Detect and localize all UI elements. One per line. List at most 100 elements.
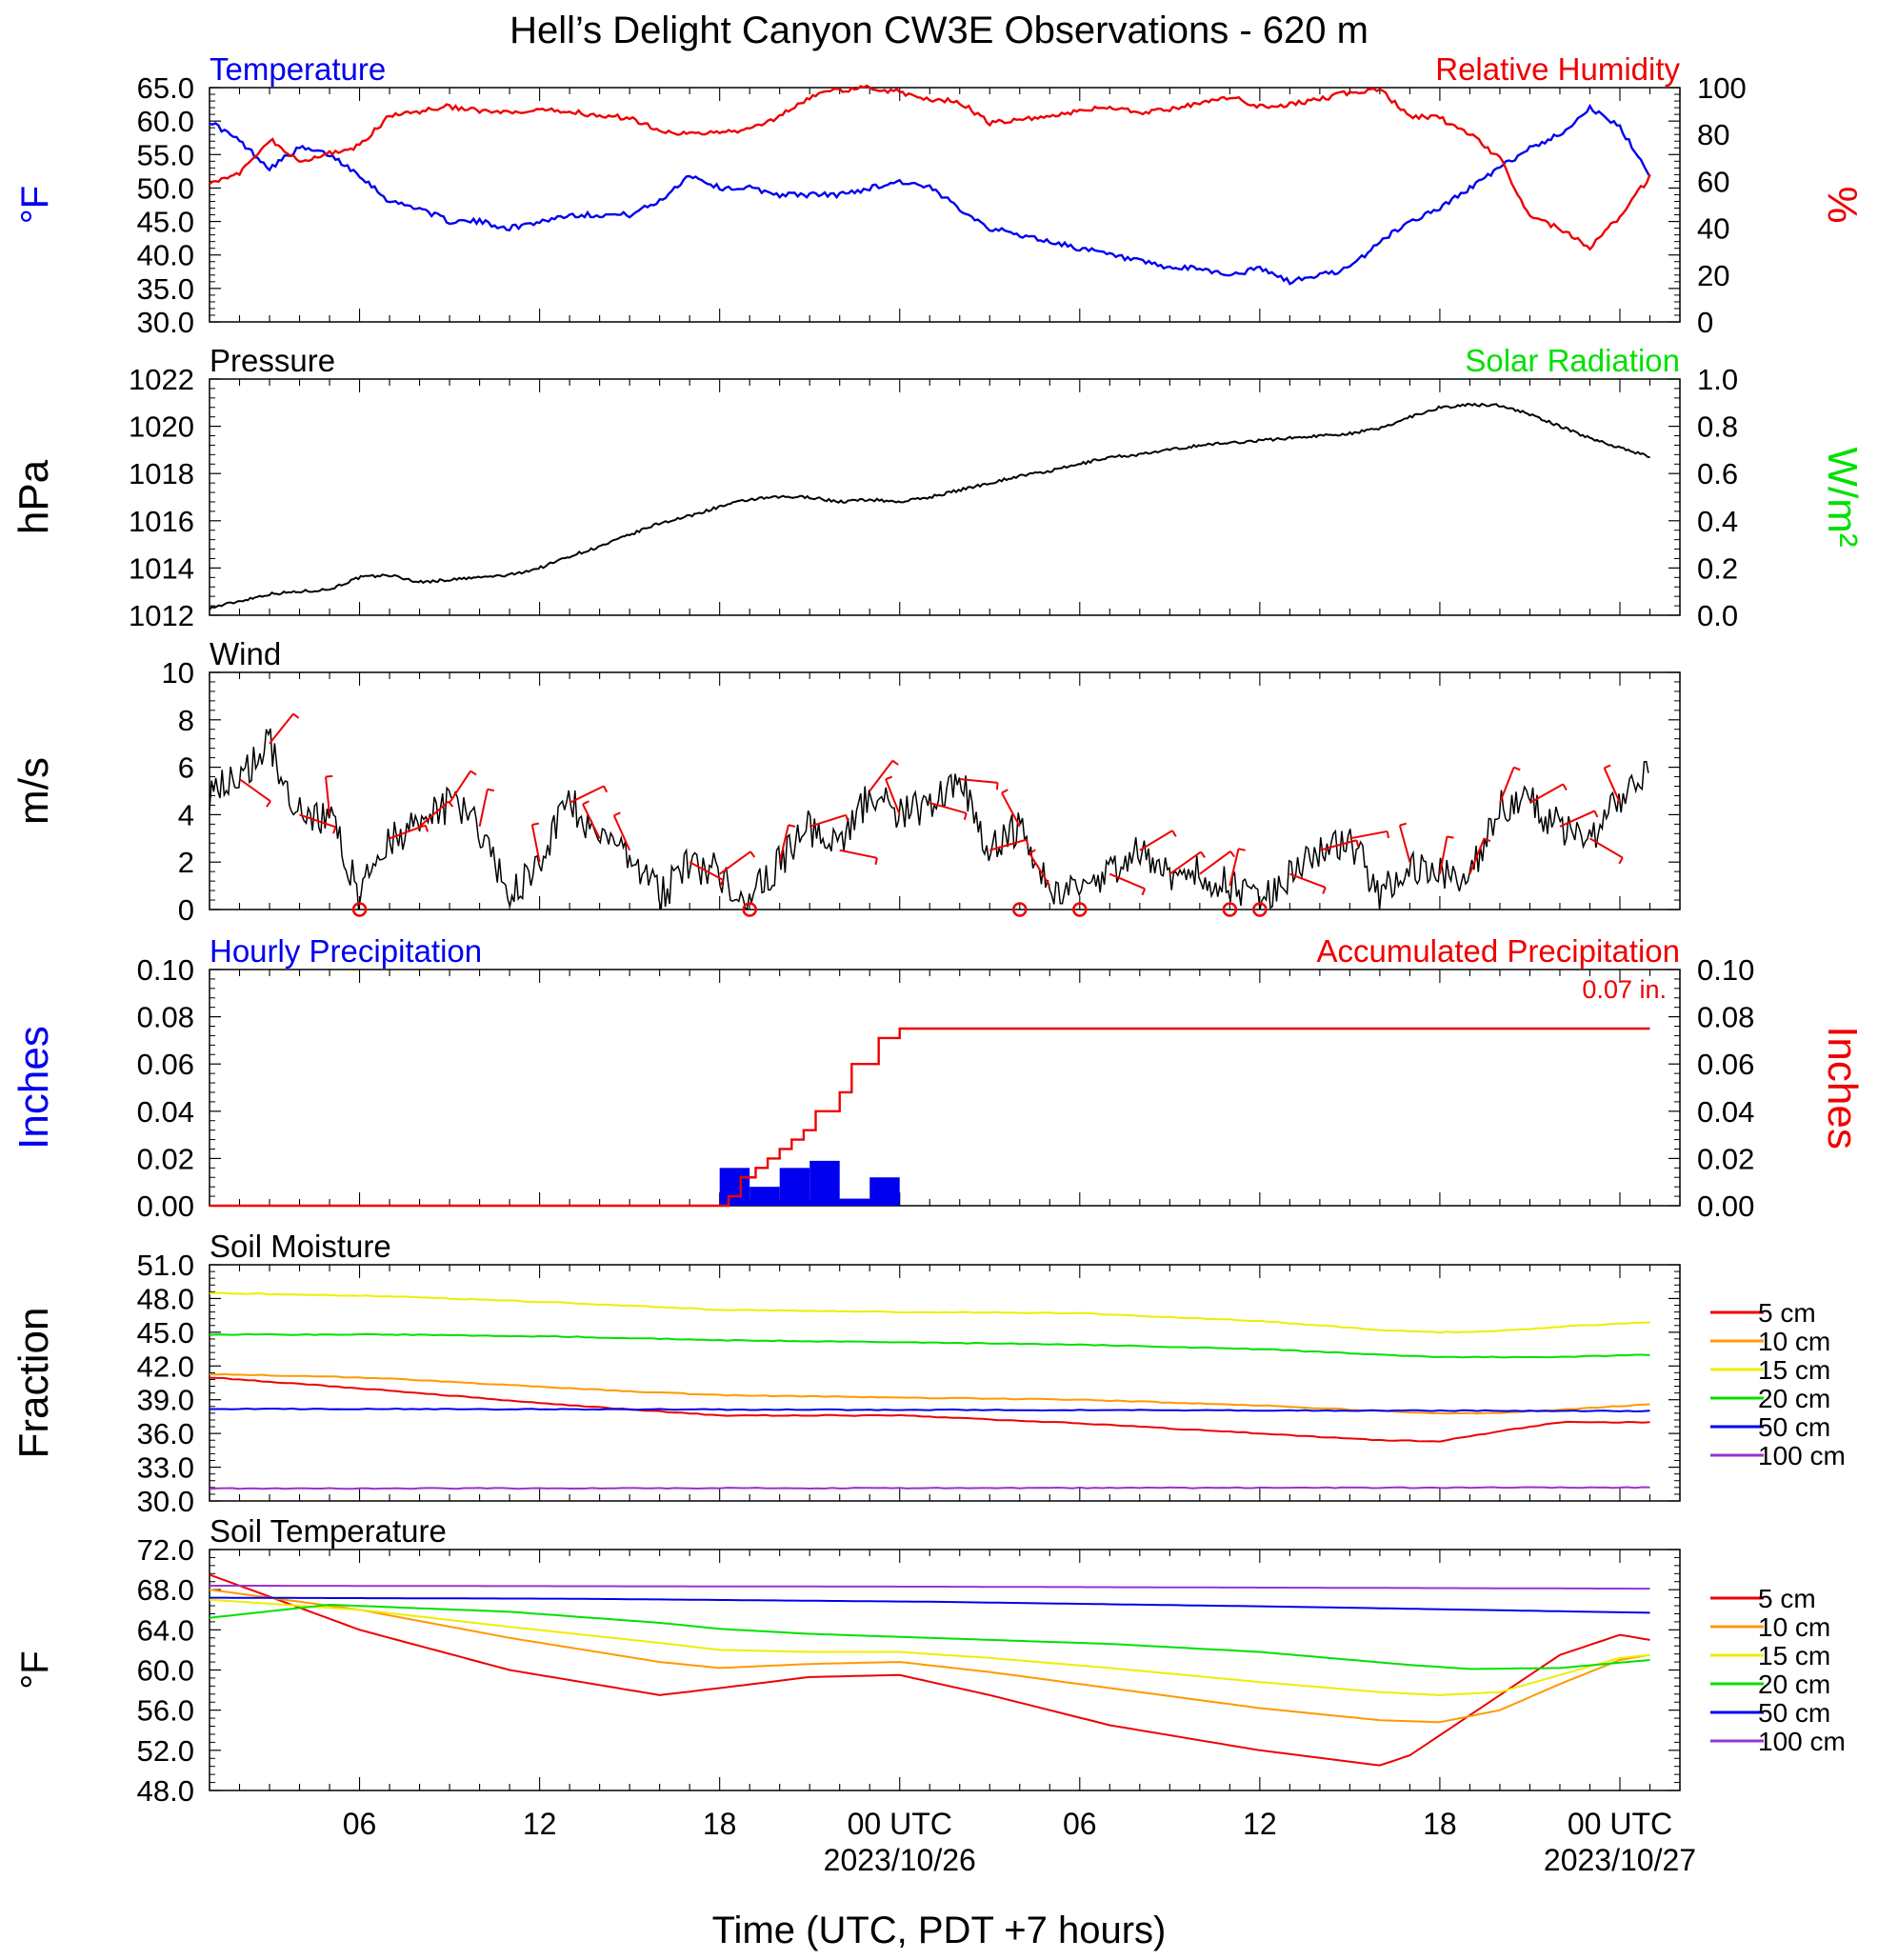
y-tick-label-left: 0.10: [137, 953, 194, 987]
y-tick-label-left: 0.08: [137, 1001, 194, 1034]
legend-label: 20 cm: [1758, 1670, 1830, 1699]
y-tick-label-left: 50.0: [137, 171, 194, 205]
hourly-precip-bar: [749, 1187, 780, 1206]
wind-barb: [418, 800, 450, 828]
wind-barb-flag: [1141, 888, 1147, 896]
y-tick-label-left: 1012: [129, 599, 194, 632]
wind-barb-flag: [603, 785, 609, 793]
y-tick-label-left: 68.0: [137, 1573, 194, 1607]
y-tick-label-left: 8: [178, 704, 194, 737]
wind-barb: [869, 760, 894, 792]
wind-barb-flag: [1322, 887, 1327, 894]
wind-barb: [1499, 767, 1515, 804]
wind-barb: [269, 712, 294, 745]
panel-pressure: Pressure Solar Radiation 1012 1014 1016 1018 1…: [10, 343, 1866, 632]
wind-barb-flag: [1593, 810, 1599, 818]
hourly-precip-bar: [869, 1177, 900, 1206]
panel-title-right: Relative Humidity: [1435, 51, 1680, 87]
y-tick-label-right: 0: [1697, 306, 1713, 339]
y-tick-label-left: 1016: [129, 505, 194, 538]
y-tick-label-left: 0.06: [137, 1048, 194, 1081]
hourly-precip-bar: [839, 1198, 870, 1206]
wind-barb: [1289, 872, 1327, 889]
y-tick-label-right: 0.0: [1697, 599, 1738, 632]
wind-barb: [1109, 872, 1146, 890]
wind-barb: [1528, 783, 1564, 804]
calm-wind-marker: [1252, 902, 1268, 917]
wind-barb: [389, 824, 426, 840]
wind-barb-flag: [266, 800, 271, 808]
wind-barb: [1468, 838, 1486, 875]
wind-barb: [1169, 850, 1202, 875]
x-tick-label: 18: [703, 1807, 737, 1841]
wind-barb: [1438, 836, 1448, 874]
y-tick-label-left: 55.0: [137, 138, 194, 171]
wind-barb-flag: [885, 775, 893, 781]
y-tick-label-left: 1014: [129, 551, 194, 585]
y-tick-label-left: 0.02: [137, 1142, 194, 1175]
y-tick-label-left: 35.0: [137, 272, 194, 306]
legend-label: 5 cm: [1758, 1584, 1816, 1613]
series-50-cm: [209, 1407, 1650, 1413]
y-tick-label-left: 0.04: [137, 1095, 194, 1129]
wind-barb-flag: [1618, 857, 1624, 865]
panels-group: Temperature Relative Humidity30.035.040.0…: [10, 51, 1866, 1808]
calm-wind-marker: [1222, 902, 1238, 917]
legend-label: 10 cm: [1758, 1327, 1830, 1356]
series-15-cm: [209, 1291, 1650, 1334]
wind-barb-flag: [874, 857, 878, 866]
y-axis-label-left: Inches: [10, 1026, 57, 1150]
wind-barb: [1349, 830, 1388, 840]
legend-label: 10 cm: [1758, 1612, 1830, 1642]
series-wind-speed: [209, 728, 1649, 911]
panel-soil-moisture: Soil Moisture 30.033.036.039.042.045.048.…: [10, 1229, 1681, 1518]
wind-barb: [1559, 810, 1595, 828]
series-10-cm: [209, 1372, 1650, 1415]
wind-barb-flag: [1483, 837, 1491, 843]
y-tick-label-left: 39.0: [137, 1384, 194, 1417]
y-tick-label-left: 45.0: [137, 1316, 194, 1350]
y-tick-label-left: 1018: [129, 457, 194, 490]
wind-barb: [809, 813, 847, 828]
y-tick-label-left: 40.0: [137, 239, 194, 272]
wind-barb: [1319, 839, 1357, 851]
hourly-precip-bar: [719, 1168, 750, 1206]
y-axis-label-left: °F: [14, 1650, 56, 1689]
wind-barb-flag: [1238, 848, 1246, 851]
y-tick-label-right: 80: [1697, 118, 1729, 151]
wind-barb-flag: [963, 812, 968, 821]
y-axis-label-right: Inches: [1819, 1026, 1866, 1150]
series-100-cm: [209, 1486, 1650, 1490]
legend-label: 20 cm: [1758, 1384, 1830, 1413]
series-relative-humidity: [209, 84, 1651, 251]
plot-frame: [209, 1264, 1681, 1502]
y-tick-label-left: 72.0: [137, 1533, 194, 1567]
wind-barb: [1603, 768, 1621, 804]
wind-barb: [478, 789, 489, 828]
series-100-cm: [210, 1585, 1650, 1590]
x-tick-label: 12: [1243, 1807, 1277, 1841]
y-tick-label-right: 40: [1697, 212, 1729, 246]
y-tick-label-right: 0.8: [1697, 410, 1738, 444]
wind-barb-flag: [1200, 850, 1206, 858]
legend-label: 5 cm: [1758, 1298, 1816, 1328]
panel-wind: Wind 0 2 4 6 8 10 m/s: [10, 636, 1681, 927]
x-tick-label: 06: [343, 1807, 377, 1841]
wind-barb-flag: [424, 825, 430, 832]
wind-barb-flag: [749, 850, 756, 858]
y-tick-label-left: 56.0: [137, 1694, 194, 1728]
wind-barb-flag: [1447, 835, 1454, 839]
wind-barb: [325, 776, 331, 815]
y-tick-label-right: 0.6: [1697, 457, 1738, 490]
y-tick-label-right: 0.06: [1697, 1048, 1754, 1081]
y-tick-label-right: 0.08: [1697, 1001, 1754, 1034]
x-tick-label: 18: [1423, 1807, 1457, 1841]
y-axis-label-left: °F: [14, 186, 56, 224]
legend-label: 50 cm: [1758, 1698, 1830, 1728]
y-tick-label-left: 64.0: [137, 1613, 194, 1647]
y-tick-label-left: 1020: [129, 410, 194, 444]
wind-barb: [1029, 852, 1051, 887]
